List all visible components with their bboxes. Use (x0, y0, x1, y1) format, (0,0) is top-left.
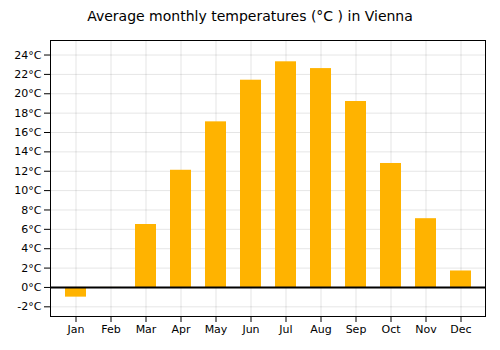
svg-text:6°C: 6°C (21, 223, 41, 236)
svg-text:4°C: 4°C (21, 242, 41, 255)
svg-text:2°C: 2°C (21, 262, 41, 275)
svg-text:Jun: Jun (241, 323, 259, 336)
svg-text:Apr: Apr (171, 323, 191, 336)
svg-text:Aug: Aug (310, 323, 331, 336)
svg-text:Jan: Jan (67, 323, 85, 336)
svg-text:May: May (205, 323, 228, 336)
svg-text:10°C: 10°C (14, 184, 41, 197)
svg-text:24°C: 24°C (14, 49, 41, 62)
svg-text:0°C: 0°C (21, 281, 41, 294)
svg-text:8°C: 8°C (21, 203, 41, 216)
svg-text:12°C: 12°C (14, 165, 41, 178)
svg-text:Feb: Feb (101, 323, 120, 336)
svg-text:22°C: 22°C (14, 68, 41, 81)
svg-text:20°C: 20°C (14, 87, 41, 100)
svg-text:16°C: 16°C (14, 126, 41, 139)
svg-text:Oct: Oct (381, 323, 401, 336)
svg-text:Jul: Jul (278, 323, 292, 336)
svg-text:-2°C: -2°C (17, 300, 41, 313)
svg-text:Nov: Nov (415, 323, 437, 336)
svg-text:Sep: Sep (346, 323, 367, 336)
svg-text:14°C: 14°C (14, 145, 41, 158)
html-text:Average monthly temperatures (: Average monthly temperatures (°C ) in Vi… (87, 8, 413, 24)
svg-text:Mar: Mar (136, 323, 157, 336)
svg-text:18°C: 18°C (14, 107, 41, 120)
svg-text:Dec: Dec (450, 323, 471, 336)
